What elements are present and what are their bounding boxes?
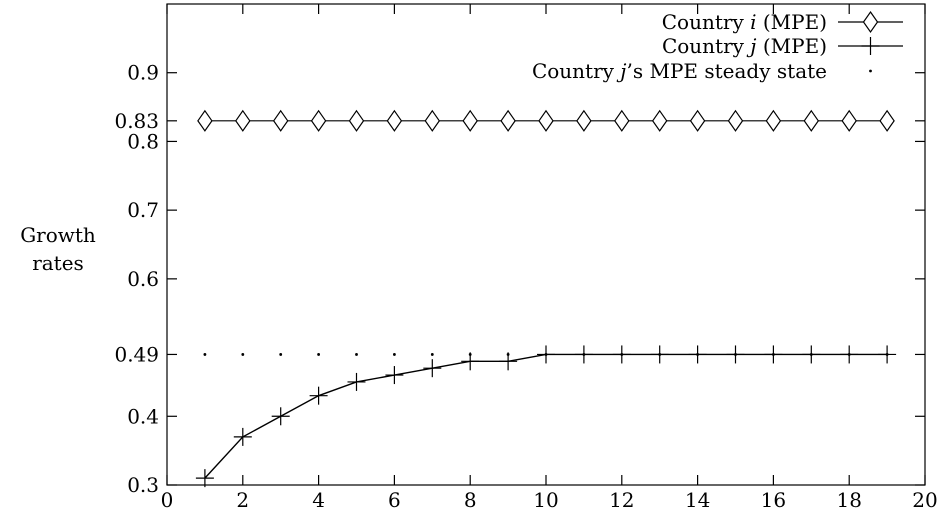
diamond-marker: [348, 109, 365, 132]
x-tick-label: 0: [161, 488, 174, 512]
series-line: [204, 353, 888, 479]
plus-marker: [537, 345, 555, 364]
dot-marker: [317, 353, 320, 356]
dot-marker: [279, 353, 283, 356]
plus-marker: [688, 345, 707, 364]
plus-marker: [233, 427, 252, 446]
diamond-marker: [727, 109, 744, 132]
legend-label: Country j’s MPE steady state: [532, 59, 827, 83]
diamond-marker: [462, 109, 478, 132]
legend-label: Country i (MPE): [662, 10, 827, 34]
x-tick-labels: 0 2 4 6 8 10 12 14 16 18 20: [161, 488, 938, 512]
y-tick-label: 0.4: [127, 404, 159, 428]
legend-entry: Country j’s MPE steady state: [532, 59, 872, 83]
dot-marker: [393, 353, 396, 356]
plus-marker: [878, 345, 897, 364]
y-tick-label: 0.7: [127, 198, 159, 222]
legend-label-suffix: (MPE): [757, 10, 828, 34]
legend-label-suffix: (MPE): [757, 34, 828, 58]
legend-entry: Country i (MPE): [662, 10, 903, 34]
legend-label: Country j (MPE): [662, 34, 827, 58]
y-tick-label: 0.9: [127, 61, 159, 85]
plus-marker: [499, 352, 518, 371]
plus-marker: [195, 469, 214, 488]
plus-marker: [385, 366, 404, 385]
legend-label-variable: i: [750, 10, 756, 34]
diamond-marker: [576, 109, 592, 132]
diamond-marker: [651, 109, 668, 132]
plus-marker: [861, 37, 880, 55]
plus-marker: [650, 345, 669, 364]
y-tick-label: 0.6: [127, 267, 159, 291]
x-tick-label: 14: [685, 488, 710, 512]
plus-marker: [423, 359, 442, 378]
diamond-marker: [197, 109, 213, 132]
diamond-marker: [862, 10, 879, 34]
legend-label-prefix: Country: [532, 59, 620, 83]
diamond-marker: [538, 109, 554, 132]
diamond-marker: [841, 109, 857, 132]
plus-marker: [271, 407, 290, 426]
plus-marker: [461, 352, 480, 371]
x-tick-label: 8: [464, 488, 477, 512]
dot-marker: [430, 353, 434, 356]
plus-marker: [840, 345, 859, 364]
x-tick-label: 18: [836, 488, 861, 512]
series-layer: [195, 109, 897, 488]
y-tick-labels: 0.3 0.4 0.49 0.6 0.7 0.80.83 0.9: [114, 61, 159, 497]
plus-marker: [612, 345, 631, 364]
x-tick-label: 10: [533, 488, 558, 512]
x-tick-label: 16: [761, 488, 786, 512]
dot-marker: [203, 353, 207, 356]
diamond-marker: [386, 109, 403, 132]
legend-label-variable: j: [746, 34, 756, 58]
legend-label-variable: j: [616, 59, 626, 83]
diamond-marker: [803, 109, 820, 132]
diamond-marker: [235, 109, 251, 132]
y-tick-label: 0.83: [114, 109, 159, 133]
diamond-marker: [689, 109, 706, 132]
plus-marker: [726, 345, 745, 364]
x-tick-label: 2: [236, 488, 249, 512]
diamond-marker: [272, 109, 289, 132]
diamond-marker: [500, 109, 516, 132]
legend-entry: Country j (MPE): [662, 34, 903, 58]
x-tick-label: 6: [388, 488, 401, 512]
x-tick-label: 4: [312, 488, 325, 512]
x-tick-label: 20: [912, 488, 937, 512]
dot-marker: [869, 69, 872, 73]
dot-marker: [355, 353, 358, 356]
diamond-marker: [310, 109, 327, 132]
legend-label-suffix: ’s MPE steady state: [627, 59, 828, 83]
diamond-marker: [424, 109, 441, 132]
series-diamond: [197, 109, 895, 132]
plus-marker: [309, 386, 328, 405]
axis-ticks: [166, 4, 926, 486]
legend-label-prefix: Country: [662, 10, 750, 34]
x-tick-label: 12: [609, 488, 634, 512]
y-axis-title-line-2: rates: [32, 251, 84, 275]
plus-marker: [574, 345, 593, 364]
y-tick-label: 0.8: [127, 129, 159, 153]
legend: Country i (MPE)Country j (MPE)Country j’…: [532, 10, 903, 83]
series-plus: [195, 345, 897, 488]
diamond-marker: [765, 109, 782, 132]
y-tick-label: 0.49: [114, 342, 159, 366]
y-tick-label: 0.3: [127, 473, 159, 497]
dot-marker: [241, 353, 245, 356]
legend-label-prefix: Country: [662, 34, 750, 58]
diamond-marker: [879, 109, 895, 132]
plus-marker: [347, 372, 366, 391]
y-axis-title-line-1: Growth: [20, 223, 96, 247]
plus-marker: [764, 345, 783, 364]
plus-marker: [802, 345, 821, 364]
diamond-marker: [614, 109, 630, 132]
y-axis-title: Growth rates: [20, 223, 96, 275]
